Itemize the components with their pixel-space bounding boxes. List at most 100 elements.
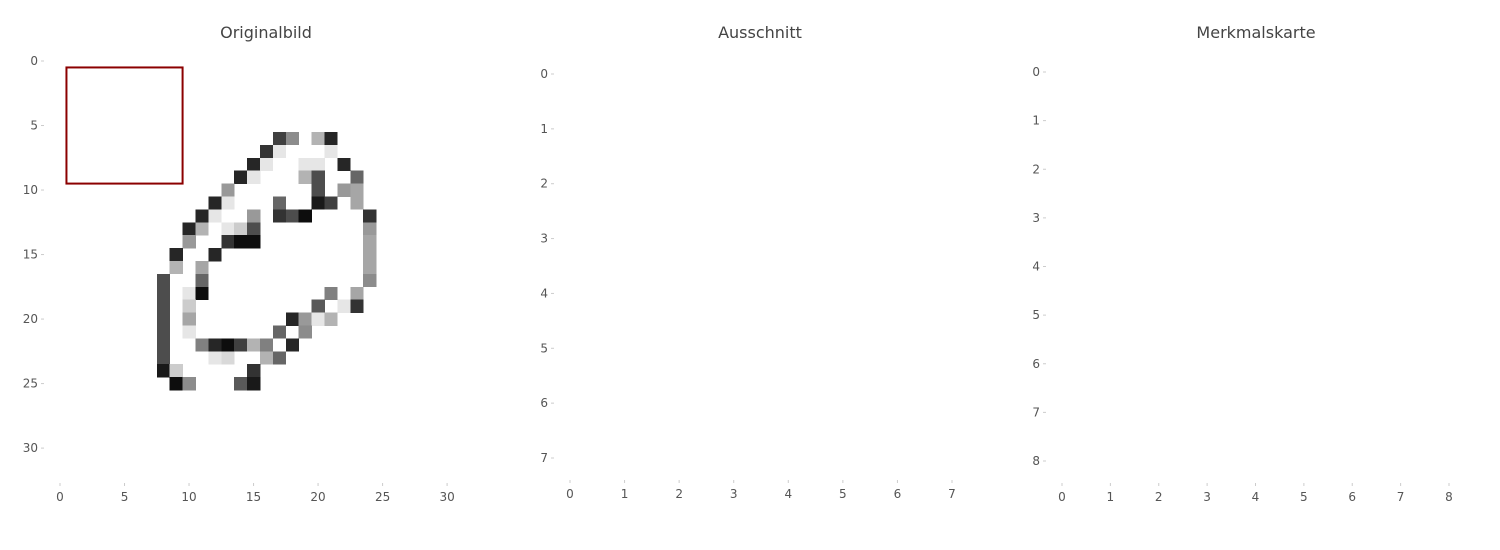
pixel-cell <box>285 209 300 223</box>
pixel-cell <box>208 196 222 210</box>
pixel-cell <box>234 377 248 391</box>
pixel-cell <box>195 222 209 236</box>
x-tick-label: 2 <box>675 487 683 501</box>
pixel-cell <box>337 157 351 171</box>
x-tick-label: 1 <box>621 487 629 501</box>
y-tick-label: 6 <box>1032 357 1040 371</box>
x-tick-label: 2 <box>1155 490 1163 504</box>
y-tick-label: 25 <box>23 377 38 391</box>
pixel-cell <box>169 377 183 391</box>
x-tick-label: 0 <box>56 490 64 504</box>
pixel-cell <box>156 312 170 326</box>
x-tick-label: 25 <box>375 490 390 504</box>
pixel-cell <box>311 299 325 313</box>
pixel-cell <box>234 235 248 249</box>
pixel-cell <box>182 222 196 236</box>
pixel-cell <box>337 299 351 313</box>
pixel-cell <box>221 183 235 197</box>
pixel-cell <box>221 222 235 236</box>
x-tick-label: 0 <box>1058 490 1066 504</box>
x-tick-label: 8 <box>1445 490 1453 504</box>
y-tick-label: 5 <box>540 341 548 355</box>
pixel-cell <box>311 170 325 184</box>
pixel-cell <box>169 248 183 262</box>
y-tick-label: 2 <box>1032 162 1040 176</box>
pixel-cell <box>169 364 183 378</box>
pixel-cell <box>363 235 377 249</box>
pixel-cell <box>324 312 338 326</box>
pixel-cell <box>221 196 235 210</box>
y-tick-label: 0 <box>1032 65 1040 79</box>
pixel-cell <box>298 312 312 326</box>
panel-title: Ausschnitt <box>718 23 802 42</box>
pixel-cell <box>311 157 325 171</box>
pixel-cell <box>208 351 222 365</box>
pixel-cell <box>156 299 170 313</box>
y-tick-label: 4 <box>540 286 548 300</box>
pixel-cell <box>363 209 377 223</box>
pixel-cell <box>298 209 312 223</box>
pixel-cell <box>363 248 377 262</box>
y-tick-label: 7 <box>1032 405 1040 419</box>
pixel-cell <box>272 144 287 159</box>
pixel-cell <box>247 235 261 249</box>
y-tick-label: 15 <box>23 248 38 262</box>
y-tick-label: 7 <box>540 451 548 465</box>
pixel-cell <box>363 222 377 236</box>
y-tick-label: 6 <box>540 396 548 410</box>
pixel-cell <box>247 222 261 236</box>
pixel-cell <box>260 144 274 159</box>
y-tick-label: 3 <box>540 232 548 246</box>
y-tick-label: 8 <box>1032 454 1040 468</box>
y-tick-label: 3 <box>1032 211 1040 225</box>
pixel-cell <box>182 299 196 313</box>
x-tick-label: 1 <box>1107 490 1115 504</box>
pixel-cell <box>311 196 325 210</box>
pixel-cell <box>221 235 235 249</box>
x-tick-label: 7 <box>948 487 956 501</box>
pixel-cell <box>156 338 170 352</box>
y-tick-label: 10 <box>23 183 38 197</box>
pixel-cell <box>272 209 287 223</box>
y-tick-label: 2 <box>540 177 548 191</box>
pixel-cell <box>234 222 248 236</box>
pixel-cell <box>363 261 377 275</box>
pixel-cell <box>247 338 261 352</box>
pixel-cell <box>324 131 338 146</box>
pixel-cell <box>324 144 338 159</box>
pixel-cell <box>182 286 196 301</box>
y-tick-label: 1 <box>540 122 548 136</box>
pixel-cell <box>195 261 209 275</box>
x-tick-label: 4 <box>784 487 792 501</box>
y-tick-label: 0 <box>540 67 548 81</box>
pixel-cell <box>195 338 209 352</box>
x-tick-label: 3 <box>1203 490 1211 504</box>
pixel-cell <box>311 131 325 146</box>
pixel-cell <box>156 286 170 301</box>
pixel-cell <box>182 377 196 391</box>
pixel-cell <box>195 209 209 223</box>
pixel-cell <box>208 209 222 223</box>
y-tick-label: 5 <box>1032 308 1040 322</box>
x-tick-label: 5 <box>839 487 847 501</box>
highlight-box <box>65 66 184 185</box>
pixel-cell <box>247 170 261 184</box>
pixel-cell <box>182 325 196 339</box>
y-tick-label: 30 <box>23 441 38 455</box>
x-tick-label: 7 <box>1397 490 1405 504</box>
pixel-cell <box>311 312 325 326</box>
x-tick-label: 6 <box>1348 490 1356 504</box>
x-tick-label: 15 <box>246 490 261 504</box>
pixel-cell <box>247 157 261 171</box>
pixel-cell <box>221 351 235 365</box>
x-tick-label: 6 <box>894 487 902 501</box>
pixel-cell <box>285 131 300 146</box>
pixel-cell <box>169 261 183 275</box>
pixel-cell <box>363 273 377 288</box>
x-tick-label: 4 <box>1252 490 1260 504</box>
pixel-cell <box>156 364 170 378</box>
pixel-cell <box>182 235 196 249</box>
pixel-cell <box>285 338 300 352</box>
pixel-cell <box>247 364 261 378</box>
